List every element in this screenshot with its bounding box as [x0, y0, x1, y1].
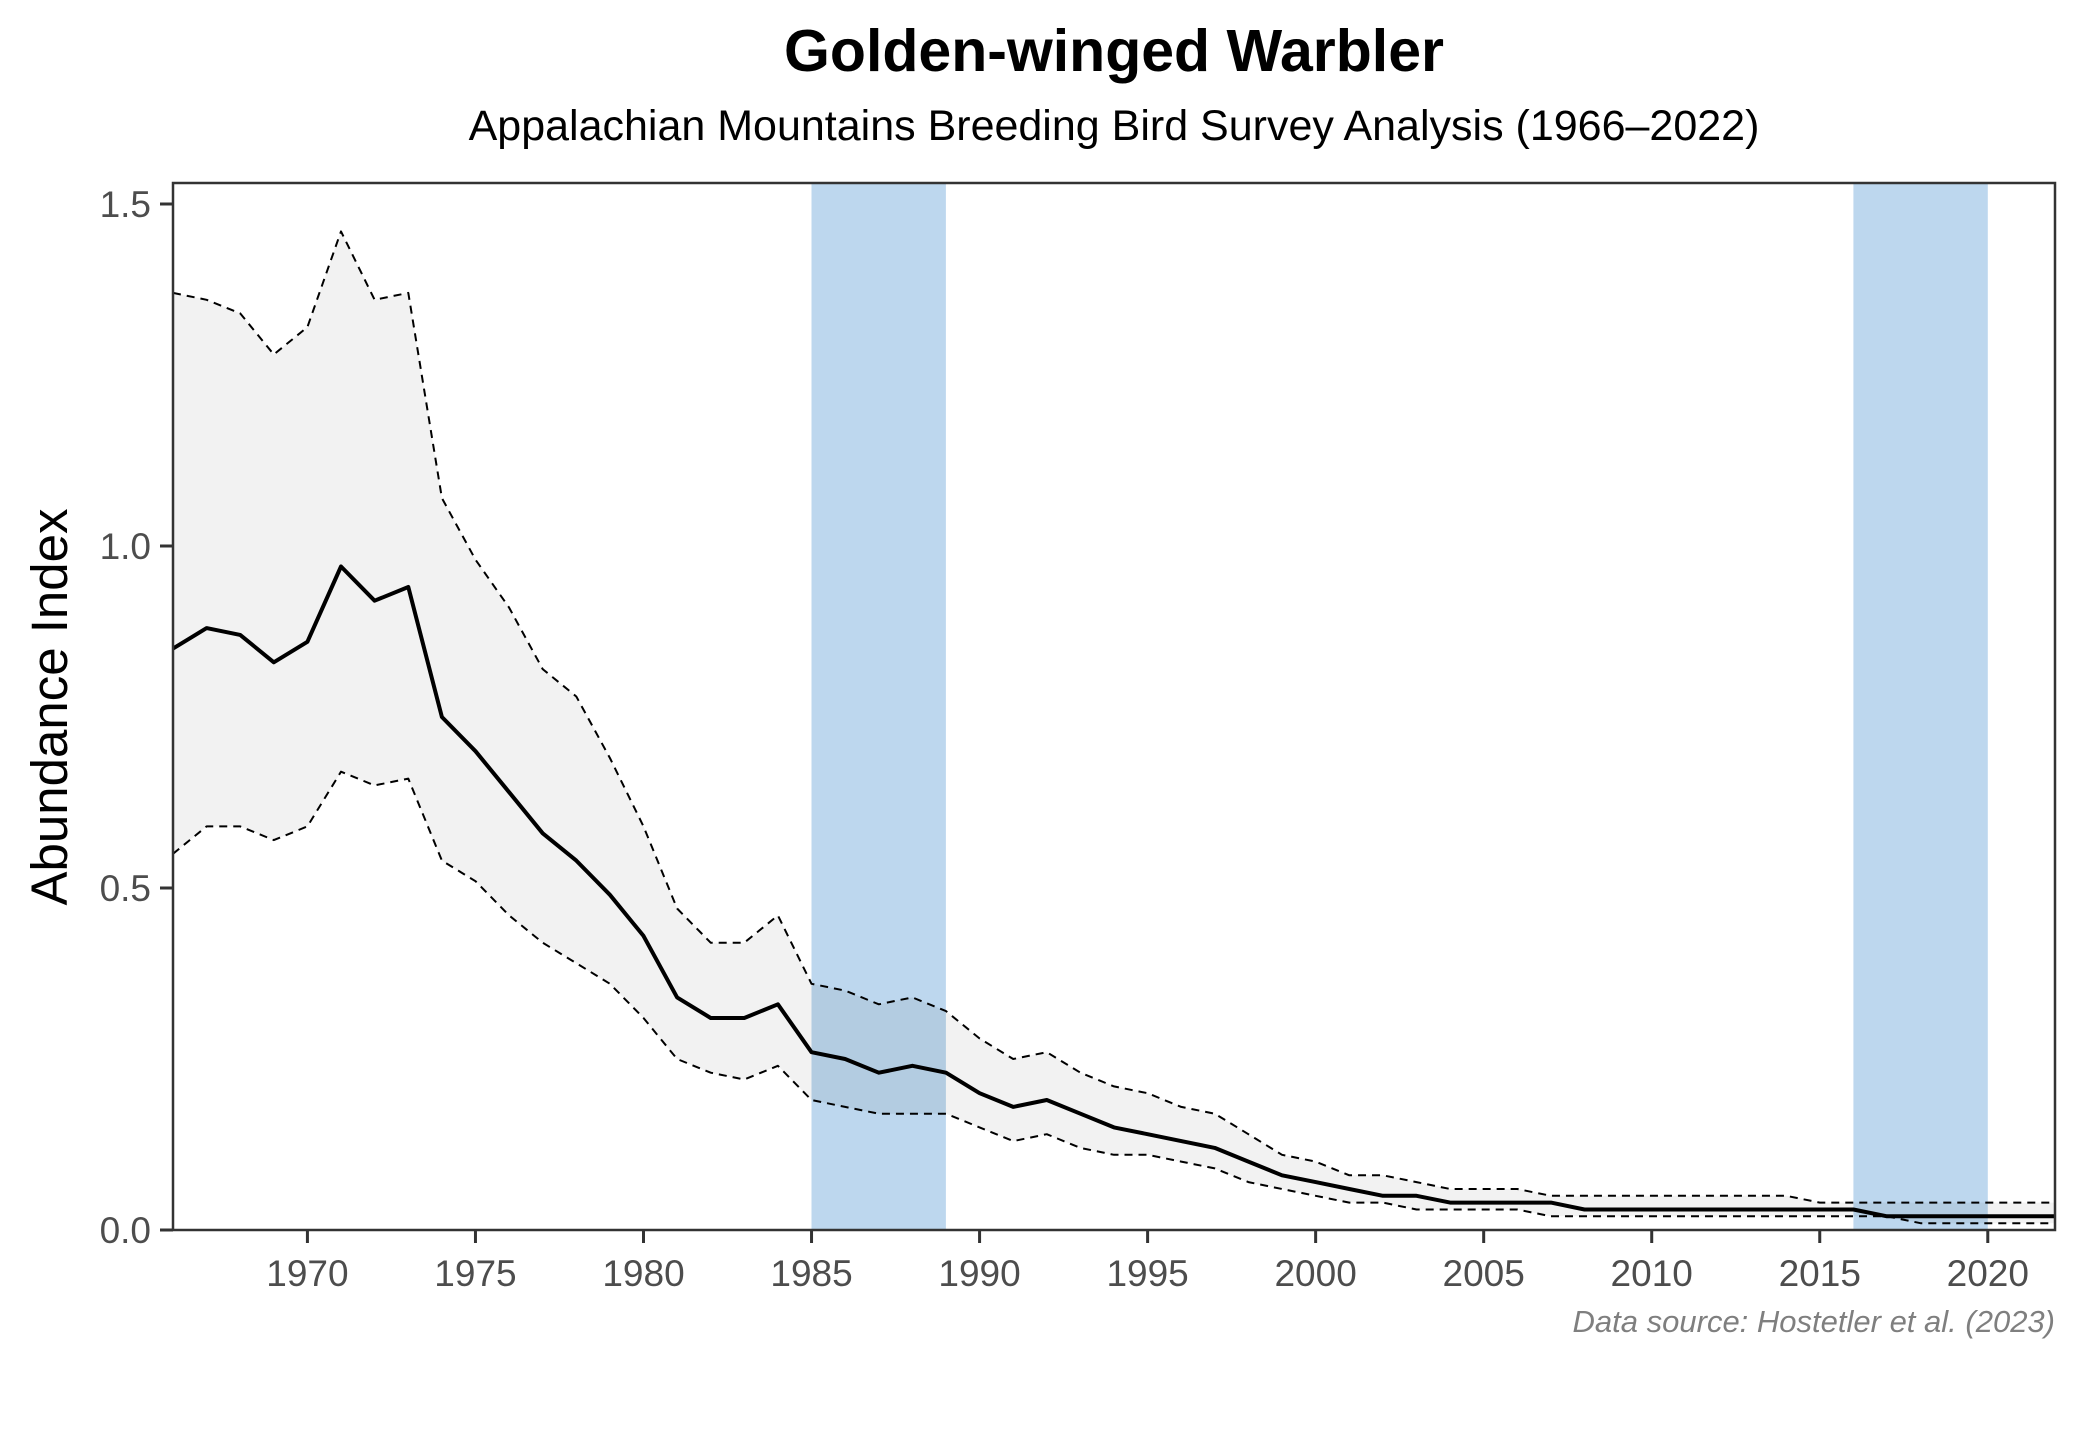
highlight-band-2016-2020 — [1853, 183, 1988, 1230]
lower-credible-interval-line — [172, 770, 2055, 1225]
plot-panel-border — [171, 181, 2057, 1232]
credible-interval-ribbon — [173, 231, 2055, 1224]
x-tick-label: 1985 — [770, 1253, 852, 1294]
x-tick-label: 2015 — [1779, 1253, 1861, 1294]
y-tick-label: 0.0 — [100, 1210, 151, 1251]
y-axis-title: Abundance Index — [21, 509, 78, 906]
credible-interval-ribbon-layer — [173, 231, 2055, 1224]
chart-title: Golden-winged Warbler — [784, 18, 1444, 84]
x-tick-label: 2010 — [1611, 1253, 1693, 1294]
x-tick-label: 2005 — [1443, 1253, 1525, 1294]
chart-subtitle: Appalachian Mountains Breeding Bird Surv… — [468, 102, 1760, 150]
data-source-caption: Data source: Hostetler et al. (2023) — [1572, 1304, 2055, 1339]
x-tick-label: 1975 — [434, 1253, 516, 1294]
y-axis: 0.0 0.5 1.0 1.5 — [100, 184, 173, 1251]
x-tick-label: 1990 — [938, 1253, 1020, 1294]
x-axis: 1970 1975 1980 1985 1990 1995 2000 2005 2010 2015… — [266, 1230, 2029, 1294]
x-tick-label: 2000 — [1274, 1253, 1356, 1294]
y-tick-label: 1.0 — [100, 526, 151, 567]
x-tick-label: 1970 — [266, 1253, 348, 1294]
abundance-index-line — [171, 564, 2055, 1219]
y-tick-label: 1.5 — [100, 184, 151, 225]
x-tick-label: 1980 — [602, 1253, 684, 1294]
x-tick-label: 2020 — [1947, 1253, 2029, 1294]
y-tick-label: 0.5 — [100, 868, 151, 909]
series-lines-layer — [171, 230, 2055, 1225]
x-tick-label: 1995 — [1106, 1253, 1188, 1294]
upper-credible-interval-line — [172, 230, 2055, 1204]
